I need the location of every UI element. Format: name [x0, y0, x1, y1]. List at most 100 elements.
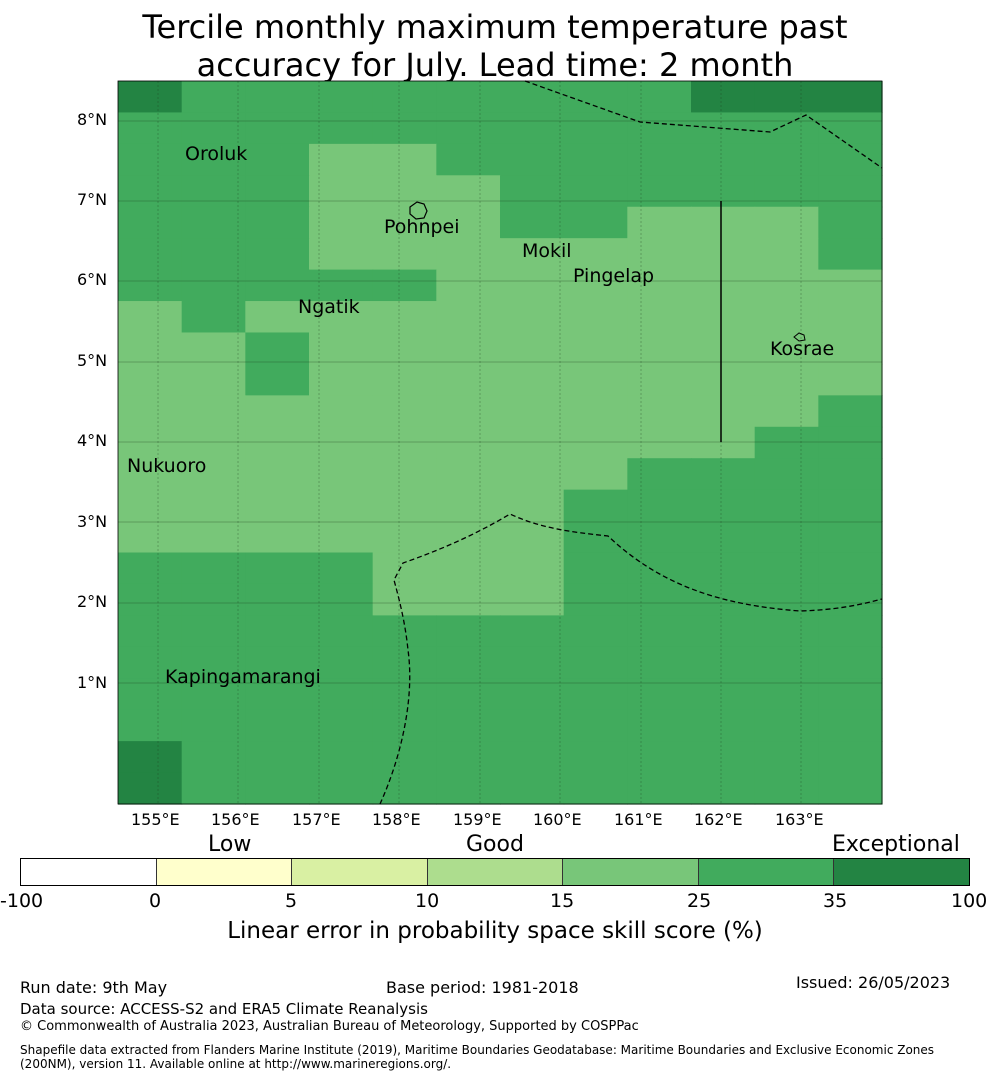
grid-cell [500, 426, 565, 459]
grid-cell [181, 458, 246, 491]
grid-cell [372, 552, 437, 585]
grid-cell [500, 489, 565, 522]
grid-cell [563, 301, 628, 334]
grid-cell [754, 615, 819, 648]
colorbar-label: Linear error in probability space skill … [227, 918, 763, 944]
grid-cell [754, 772, 819, 805]
grid-cell [627, 112, 692, 145]
data-source: Data source: ACCESS-S2 and ERA5 Climate … [20, 1000, 428, 1018]
grid-cell [245, 646, 310, 679]
grid-cell [118, 175, 183, 208]
grid-cell [436, 395, 501, 428]
grid-cell [500, 646, 565, 679]
grid-cell [818, 332, 883, 365]
colorbar-segment [156, 859, 293, 885]
kosrae-island [793, 332, 806, 342]
grid-cell [754, 112, 819, 145]
grid-cell [754, 269, 819, 302]
grid-cell [118, 81, 183, 114]
grid-cell [754, 175, 819, 208]
grid-cell [818, 678, 883, 711]
grid-cell [754, 332, 819, 365]
grid-cell [563, 175, 628, 208]
grid-cell [309, 112, 374, 145]
grid-cell [436, 112, 501, 145]
grid-cell [563, 646, 628, 679]
grid-cell [181, 709, 246, 742]
grid-cell [818, 426, 883, 459]
grid-cell [181, 301, 246, 334]
colorbar-segment [563, 859, 699, 885]
grid-cell [372, 363, 437, 396]
grid-cell [500, 395, 565, 428]
grid-cell [309, 615, 374, 648]
grid-cell [309, 552, 374, 585]
map-frame [117, 80, 883, 805]
grid-cell [309, 238, 374, 271]
grid-cell [309, 458, 374, 491]
lon-label: 162°E [694, 810, 743, 829]
grid-cell [436, 175, 501, 208]
grid-cell [181, 772, 246, 805]
lat-label: 1°N [77, 673, 108, 692]
grid-cell [309, 646, 374, 679]
grid-cell [627, 426, 692, 459]
grid-cell [563, 426, 628, 459]
colorbar-tick: 0 [149, 890, 162, 912]
grid-cell [245, 238, 310, 271]
lon-label: 159°E [453, 810, 502, 829]
grid-cell [309, 81, 374, 114]
grid-cell [500, 206, 565, 239]
grid-cell [245, 395, 310, 428]
grid-cell [181, 269, 246, 302]
grid-cell [118, 678, 183, 711]
grid-cell [500, 112, 565, 145]
grid-cell [181, 143, 246, 176]
grid-cell [309, 678, 374, 711]
grid-cell [118, 772, 183, 805]
eez-boundary-north [524, 80, 883, 169]
issued-date: Issued: 26/05/2023 [796, 973, 951, 992]
grid-cell [691, 112, 756, 145]
grid-cell [818, 458, 883, 491]
grid-cell [118, 112, 183, 145]
grid-cell [181, 489, 246, 522]
lon-label: 158°E [372, 810, 421, 829]
grid-cell [309, 301, 374, 334]
grid-cell [754, 489, 819, 522]
lat-label: 3°N [77, 512, 108, 531]
copyright: © Commonwealth of Australia 2023, Austra… [20, 1019, 639, 1034]
grid-cell [118, 583, 183, 616]
grid-cell [627, 772, 692, 805]
colorbar-tick: -100 [0, 890, 44, 912]
pohnpei-island [409, 201, 428, 220]
grid-cell [691, 615, 756, 648]
grid-cell [563, 112, 628, 145]
place-label-mokil: Mokil [522, 240, 572, 262]
grid-cell [563, 583, 628, 616]
grid-cell [627, 238, 692, 271]
grid-cell [309, 269, 374, 302]
lat-label: 2°N [77, 592, 108, 611]
grid-cell [563, 678, 628, 711]
grid-cell [372, 112, 437, 145]
grid-cell [245, 678, 310, 711]
grid-cell [754, 458, 819, 491]
grid-cell [436, 143, 501, 176]
shapefile-credit-line-1: Shapefile data extracted from Flanders M… [20, 1043, 935, 1057]
grid-cell [691, 81, 756, 114]
grid-cell [818, 143, 883, 176]
place-label-kapingamarangi: Kapingamarangi [165, 666, 321, 688]
grid-cell [436, 709, 501, 742]
grid-cell [627, 363, 692, 396]
grid-cell [754, 678, 819, 711]
grid-cell [691, 395, 756, 428]
grid-cell [691, 269, 756, 302]
grid-cell [691, 741, 756, 774]
grid-cell [563, 489, 628, 522]
grid-cell [500, 583, 565, 616]
grid-cell [118, 646, 183, 679]
grid-cell [754, 301, 819, 334]
grid-cell [818, 583, 883, 616]
grid-cell [372, 458, 437, 491]
